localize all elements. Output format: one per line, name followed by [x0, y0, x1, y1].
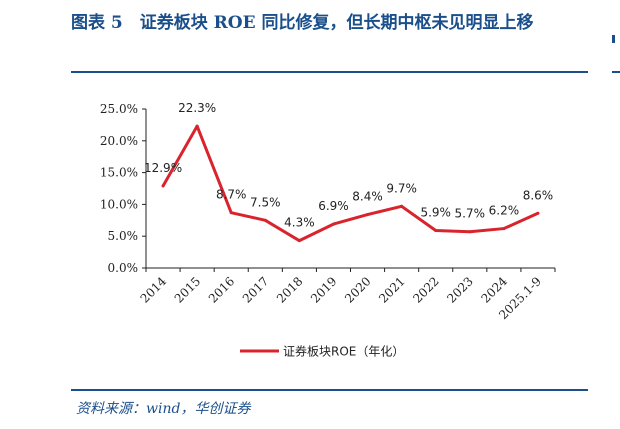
chart-title: 图表 5 证券板块 ROE 同比修复，但长期中枢未见明显上移 [71, 13, 534, 33]
x-tick-label: 2022 [410, 274, 441, 305]
data-label: 5.9% [420, 205, 451, 219]
y-tick-label: 10.0% [100, 197, 138, 211]
legend-item-roe: 证券板块ROE（年化） [283, 344, 404, 359]
y-tick-label: 5.0% [108, 229, 139, 243]
adjacent-panel-edge [612, 35, 615, 43]
data-point [400, 204, 404, 208]
data-label: 6.2% [489, 204, 520, 218]
x-tick-label: 2020 [342, 274, 373, 305]
x-tick-label: 2017 [240, 274, 271, 305]
x-tick-label: 2016 [206, 274, 237, 305]
data-label: 22.3% [178, 101, 216, 115]
data-point [434, 228, 438, 232]
data-point [161, 184, 165, 188]
x-tick-label: 2024 [478, 274, 510, 306]
data-point [331, 222, 335, 226]
data-point [229, 211, 233, 215]
y-tick-label: 0.0% [108, 261, 139, 275]
x-axis: 2014 2015 2016 2017 2018 2019 2020 2021 2022 2023… [138, 267, 556, 322]
data-label: 5.7% [455, 207, 486, 221]
data-point [502, 227, 506, 231]
data-point [297, 239, 301, 243]
x-tick-label: 2021 [376, 274, 407, 305]
title-divider [71, 71, 588, 73]
x-tick-label: 2014 [138, 274, 170, 306]
source-note: 资料来源：wind，华创证券 [76, 401, 251, 417]
y-tick-label: 20.0% [100, 134, 138, 148]
y-axis: 0.0% 5.0% 10.0% 15.0% 20.0% 25.0% [100, 102, 147, 275]
x-tick-label: 2023 [444, 274, 475, 305]
data-label: 8.4% [352, 190, 383, 204]
data-point [195, 124, 199, 128]
data-label: 8.7% [216, 188, 247, 202]
data-label: 6.9% [318, 199, 349, 213]
data-point [263, 218, 267, 222]
y-tick-label: 25.0% [100, 102, 138, 116]
data-point [536, 211, 540, 215]
legend: 证券板块ROE（年化） [240, 344, 404, 359]
x-tick-label: 2019 [308, 274, 339, 305]
footer-divider [71, 389, 588, 391]
series-line-roe [161, 124, 539, 243]
plot-area [161, 124, 540, 243]
data-point [366, 213, 370, 217]
adjacent-panel-rule [612, 71, 620, 73]
y-tick-label: 15.0% [100, 166, 138, 180]
data-label: 7.5% [250, 195, 281, 209]
data-label: 12.9% [144, 161, 182, 175]
x-tick-label: 2015 [172, 274, 203, 305]
data-point [468, 230, 472, 234]
data-label: 8.6% [523, 188, 554, 202]
data-label: 4.3% [284, 216, 315, 230]
data-labels: 12.9% 22.3% 8.7%7.5%4.3%6.9%8.4%9.7%5.9% 5.… [144, 101, 553, 229]
x-tick-label: 2018 [274, 274, 305, 305]
data-label: 9.7% [386, 181, 417, 195]
